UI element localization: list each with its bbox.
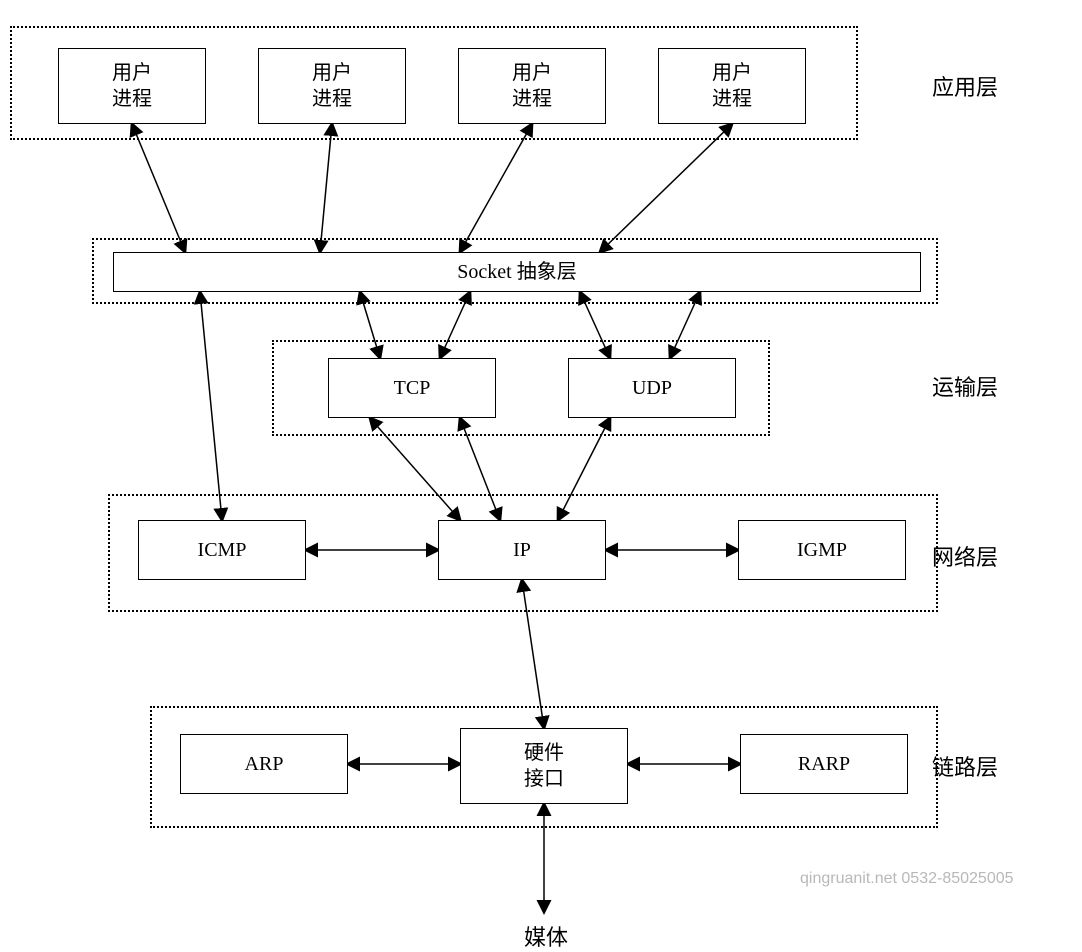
edge: [132, 124, 185, 252]
edge: [320, 124, 332, 252]
watermark-text: qingruanit.net 0532-85025005: [800, 870, 1014, 888]
edge: [200, 292, 222, 520]
node-ip: IP: [438, 520, 606, 580]
edge: [460, 124, 532, 252]
node-proc4: 用户进程: [658, 48, 806, 124]
layer-label-network-layer: 网络层: [932, 540, 998, 572]
edge: [600, 124, 732, 252]
node-proc2: 用户进程: [258, 48, 406, 124]
label-media: 媒体: [524, 920, 568, 952]
node-igmp: IGMP: [738, 520, 906, 580]
node-udp: UDP: [568, 358, 736, 418]
node-hw: 硬件接口: [460, 728, 628, 804]
node-arp: ARP: [180, 734, 348, 794]
layer-label-link-layer: 链路层: [932, 750, 998, 782]
node-tcp: TCP: [328, 358, 496, 418]
node-proc1: 用户进程: [58, 48, 206, 124]
node-proc3: 用户进程: [458, 48, 606, 124]
layer-label-app-layer: 应用层: [932, 70, 998, 102]
node-icmp: ICMP: [138, 520, 306, 580]
layer-label-transport-layer: 运输层: [932, 370, 998, 402]
node-socket: Socket 抽象层: [113, 252, 921, 292]
node-rarp: RARP: [740, 734, 908, 794]
